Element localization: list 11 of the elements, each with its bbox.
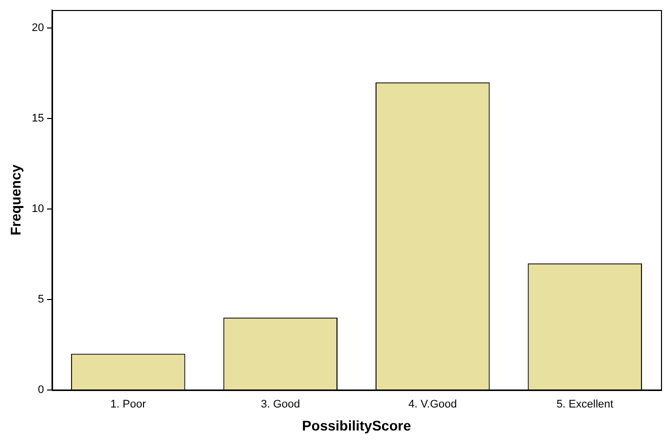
y-tick-label: 0 xyxy=(38,384,44,396)
x-axis-title: PossibilityScore xyxy=(302,417,412,434)
y-axis-title: Frequency xyxy=(7,164,24,236)
x-tick-label: 4. V.Good xyxy=(408,398,457,411)
x-tick-label: 5. Excellent xyxy=(556,398,614,411)
x-tick-label: 3. Good xyxy=(260,398,300,411)
y-tick-label: 10 xyxy=(32,203,44,216)
y-tick-label: 5 xyxy=(38,294,44,306)
x-tick-label: 1. Poor xyxy=(110,398,146,411)
y-tick-label: 15 xyxy=(32,112,44,125)
y-tick-label: 20 xyxy=(32,22,44,34)
